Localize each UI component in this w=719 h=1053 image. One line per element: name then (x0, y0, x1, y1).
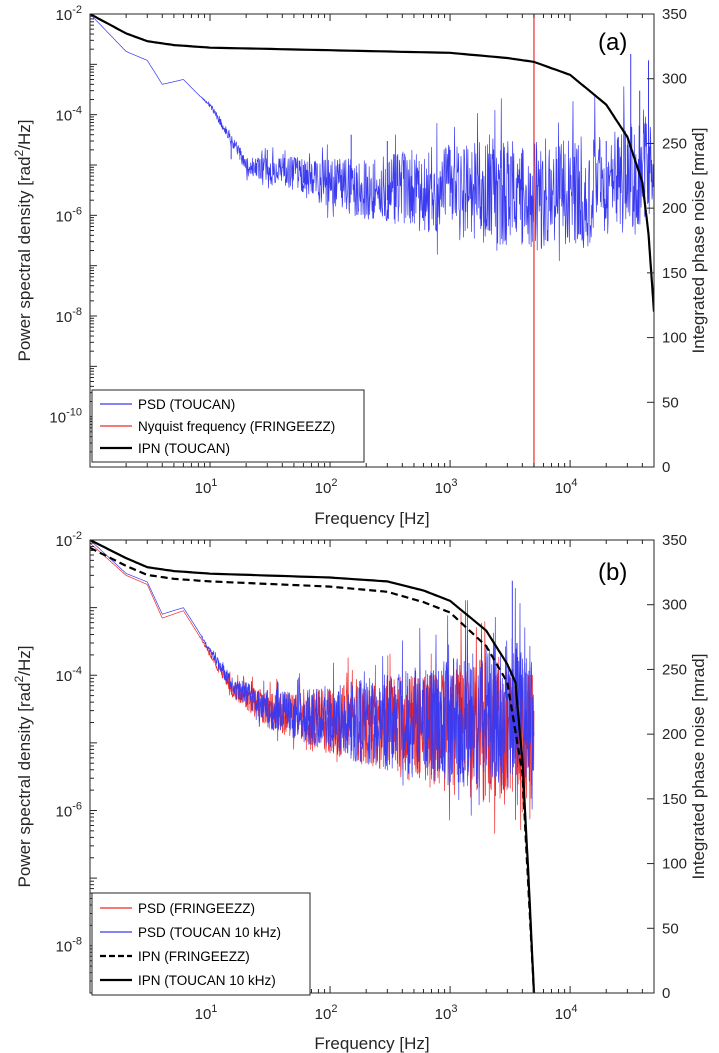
y-right-tick-label: 250 (662, 661, 687, 678)
y-right-tick-label: 250 (662, 135, 687, 152)
x-tick-label: 101 (195, 477, 218, 497)
legend-entry: PSD (FRINGEEZZ) (138, 901, 255, 916)
y-right-tick-label: 100 (662, 330, 687, 347)
y-right-tick-label: 350 (662, 532, 687, 549)
y-right-tick-label: 100 (662, 856, 687, 873)
x-axis: 101 102 103 104 Frequency [Hz] (89, 540, 655, 1053)
y-left-tick-label: 10-4 (56, 665, 82, 685)
y-left-tick-label: 10-8 (56, 936, 82, 956)
y-left-axis-label: Power spectral density [rad2/Hz] (12, 120, 34, 362)
y-left-tick-label: 10-2 (56, 530, 82, 550)
x-tick-label: 103 (435, 477, 458, 497)
y-right-tick-label: 300 (662, 597, 687, 614)
x-tick-label: 101 (195, 1003, 218, 1023)
y-left-tick-label: 10-10 (49, 407, 82, 427)
plot-area (90, 14, 654, 467)
panel-label: (a) (598, 29, 627, 56)
legend-entry: IPN (TOUCAN 10 kHz) (138, 973, 276, 988)
y-right-tick-label: 200 (662, 200, 687, 217)
x-tick-label: 102 (315, 477, 338, 497)
legend: PSD (FRINGEEZZ) PSD (TOUCAN 10 kHz) IPN (F… (91, 892, 311, 996)
series-ipn-fringeezz-line (90, 546, 536, 993)
x-tick-label: 103 (435, 1003, 458, 1023)
y-right-tick-label: 300 (662, 71, 687, 88)
series-ipn-toucan-10-khz-line (90, 540, 536, 993)
y-right-tick-label: 0 (662, 459, 670, 476)
plot-frame (89, 13, 655, 468)
y-left-tick-label: 10-4 (56, 105, 82, 125)
y-left-tick-label: 10-6 (56, 800, 82, 820)
y-right-tick-label: 150 (662, 265, 687, 282)
y-axis-right: 0 50 100 150 200 250 300 350 Integrated phase no… (647, 6, 708, 476)
y-axis-left: 10-10 10-8 10-6 10-4 10-2 Power spectral dens… (12, 4, 97, 468)
y-axis-right: 0 50 100 150 200 250 300 350 Integrated phase no… (647, 532, 708, 1002)
legend-entry: PSD (TOUCAN) (138, 397, 235, 412)
legend-entry: Nyquist frequency (FRINGEEZZ) (138, 419, 335, 434)
x-tick-label: 104 (555, 477, 578, 497)
x-axis-label: Frequency [Hz] (314, 1034, 429, 1053)
plot-frame (89, 539, 655, 994)
x-axis: 101 102 103 104 Frequency [Hz] (89, 14, 655, 528)
x-axis-label: Frequency [Hz] (314, 509, 429, 528)
series-psd-toucan-line (90, 14, 654, 261)
y-right-tick-label: 200 (662, 726, 687, 743)
panel-label: (b) (598, 559, 627, 586)
y-right-tick-label: 50 (662, 394, 679, 411)
y-right-tick-label: 50 (662, 920, 679, 937)
y-right-axis-label: Integrated phase noise [mrad] (689, 654, 708, 880)
x-tick-label: 102 (315, 1003, 338, 1023)
legend-entry: PSD (TOUCAN 10 kHz) (138, 925, 281, 940)
legend-box (91, 892, 311, 996)
legend-box (91, 389, 365, 463)
y-axis-left: 10-8 10-6 10-4 10-2 Power spectral density [… (12, 530, 97, 994)
y-left-axis-label: Power spectral density [rad2/Hz] (12, 646, 34, 888)
y-left-tick-label: 10-8 (56, 306, 82, 326)
legend-entry: IPN (TOUCAN) (138, 441, 230, 456)
y-right-tick-label: 350 (662, 6, 687, 23)
y-right-tick-label: 0 (662, 985, 670, 1002)
series-psd-toucan-10-khz-line (90, 540, 535, 820)
series-ipn-toucan-line (90, 14, 654, 312)
y-right-tick-label: 150 (662, 791, 687, 808)
x-tick-label: 104 (555, 1003, 578, 1023)
legend-entry: IPN (FRINGEEZZ) (138, 949, 250, 964)
y-right-axis-label: Integrated phase noise [mrad] (689, 128, 708, 354)
legend: PSD (TOUCAN) Nyquist frequency (FRINGEEZZ… (91, 389, 365, 463)
y-left-tick-label: 10-6 (56, 205, 82, 225)
plot-area (90, 540, 536, 993)
y-left-tick-label: 10-2 (56, 4, 82, 24)
